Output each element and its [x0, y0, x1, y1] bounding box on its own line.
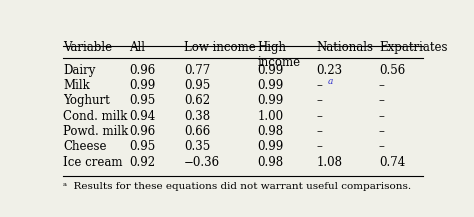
- Text: –: –: [379, 94, 385, 107]
- Text: Low income: Low income: [184, 41, 256, 54]
- Text: 0.74: 0.74: [379, 156, 405, 169]
- Text: 0.56: 0.56: [379, 64, 405, 77]
- Text: Dairy: Dairy: [63, 64, 95, 77]
- Text: 1.08: 1.08: [316, 156, 342, 169]
- Text: Yoghurt: Yoghurt: [63, 94, 109, 107]
- Text: Milk: Milk: [63, 79, 90, 92]
- Text: Cond. milk: Cond. milk: [63, 110, 128, 123]
- Text: 0.95: 0.95: [129, 94, 155, 107]
- Text: a: a: [328, 77, 333, 86]
- Text: 0.92: 0.92: [129, 156, 155, 169]
- Text: –: –: [379, 79, 385, 92]
- Text: –: –: [316, 110, 322, 123]
- Text: Cheese: Cheese: [63, 140, 107, 153]
- Text: Expatriates: Expatriates: [379, 41, 447, 54]
- Text: 1.00: 1.00: [258, 110, 284, 123]
- Text: Powd. milk: Powd. milk: [63, 125, 128, 138]
- Text: 0.99: 0.99: [129, 79, 155, 92]
- Text: 0.99: 0.99: [258, 140, 284, 153]
- Text: 0.35: 0.35: [184, 140, 210, 153]
- Text: −0.36: −0.36: [184, 156, 220, 169]
- Text: –: –: [379, 140, 385, 153]
- Text: –: –: [316, 125, 322, 138]
- Text: ᵃ  Results for these equations did not warrant useful comparisons.: ᵃ Results for these equations did not wa…: [63, 182, 411, 191]
- Text: 0.98: 0.98: [258, 125, 284, 138]
- Text: High
income: High income: [258, 41, 301, 69]
- Text: 0.66: 0.66: [184, 125, 210, 138]
- Text: Ice cream: Ice cream: [63, 156, 122, 169]
- Text: 0.38: 0.38: [184, 110, 210, 123]
- Text: 0.99: 0.99: [258, 94, 284, 107]
- Text: 0.77: 0.77: [184, 64, 210, 77]
- Text: –: –: [316, 94, 322, 107]
- Text: 0.96: 0.96: [129, 64, 155, 77]
- Text: –: –: [379, 110, 385, 123]
- Text: –: –: [316, 140, 322, 153]
- Text: 0.23: 0.23: [316, 64, 343, 77]
- Text: Variable: Variable: [63, 41, 112, 54]
- Text: 0.99: 0.99: [258, 79, 284, 92]
- Text: –: –: [316, 79, 322, 92]
- Text: 0.94: 0.94: [129, 110, 155, 123]
- Text: 0.62: 0.62: [184, 94, 210, 107]
- Text: Nationals: Nationals: [316, 41, 374, 54]
- Text: All: All: [129, 41, 145, 54]
- Text: 0.99: 0.99: [258, 64, 284, 77]
- Text: 0.96: 0.96: [129, 125, 155, 138]
- Text: 0.98: 0.98: [258, 156, 284, 169]
- Text: –: –: [379, 125, 385, 138]
- Text: 0.95: 0.95: [184, 79, 210, 92]
- Text: 0.95: 0.95: [129, 140, 155, 153]
